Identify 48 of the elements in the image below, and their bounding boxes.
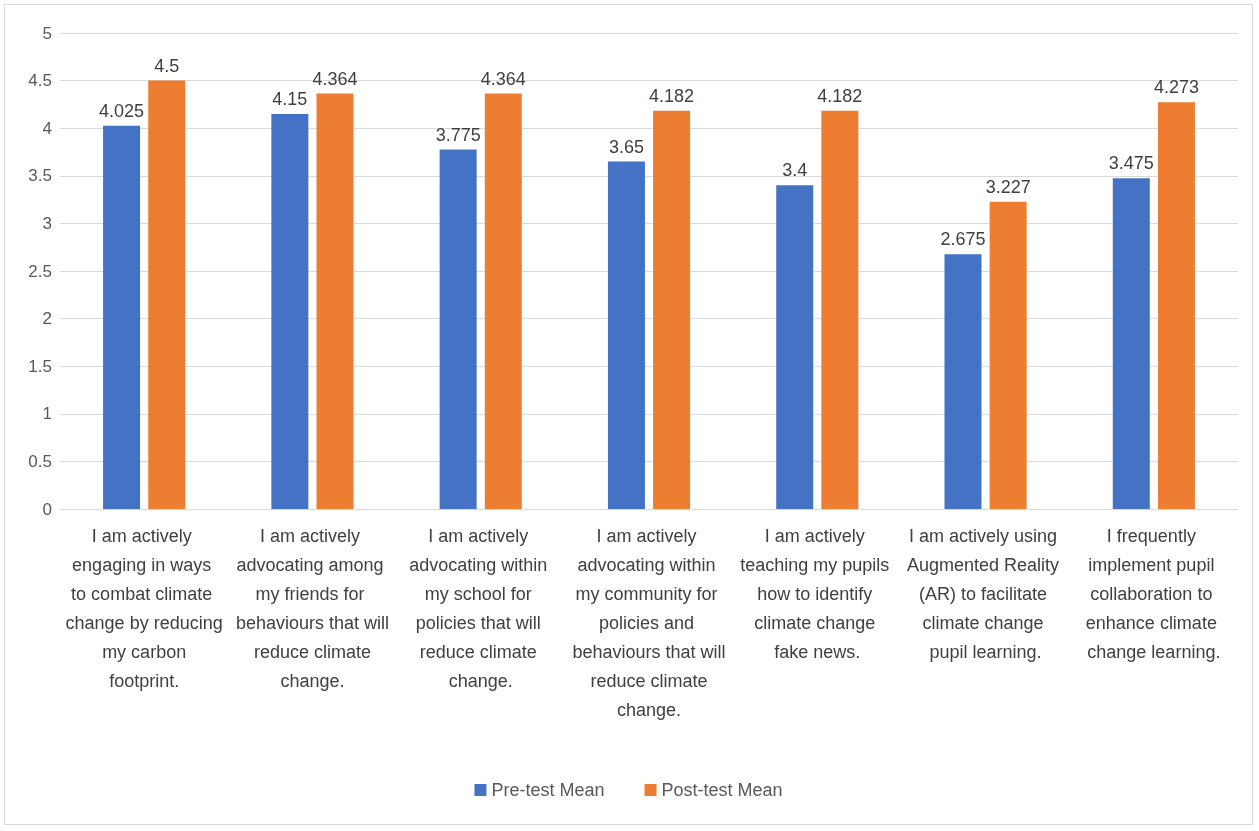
bar: [653, 110, 691, 509]
data-label: 4.364: [480, 68, 526, 89]
data-label: 3.475: [1108, 153, 1154, 174]
bar: [148, 80, 186, 509]
y-tick-label: 4: [42, 118, 52, 138]
bar: [316, 93, 354, 509]
data-label: 4.364: [312, 68, 358, 89]
bar: [776, 185, 814, 509]
y-tick-label: 5: [42, 23, 52, 43]
bar: [271, 113, 309, 509]
y-tick-label: 0.5: [28, 451, 52, 471]
y-tick-label: 1.5: [28, 356, 52, 376]
x-tick-label: I am actively engaging in ways to combat climate change by reducing my carbon footprint.: [65, 525, 223, 691]
y-tick-label: 3: [42, 213, 52, 233]
data-label: 4.182: [817, 85, 863, 106]
bar: [944, 254, 982, 509]
legend-label: Post-test Mean: [661, 780, 783, 800]
y-tick-label: 4.5: [28, 71, 52, 91]
bar: [484, 93, 522, 509]
y-tick-label: 3.5: [28, 166, 52, 186]
y-tick-label: 0: [42, 499, 52, 519]
y-tick-label: 1: [42, 404, 52, 424]
y-tick-label: 2: [42, 309, 52, 329]
x-tick-label: I am actively teaching my pupils how to identify climate change fake news.: [740, 525, 895, 662]
legend-label: Pre-test Mean: [491, 780, 605, 800]
x-tick-label: I am actively advocating among my friends for behaviours that will reduce climate change.: [235, 525, 389, 691]
y-tick-label: 2.5: [28, 261, 52, 281]
x-tick-label: I am actively advocating within my school for policies that will reduce climate change.: [409, 525, 553, 691]
data-label: 4.15: [272, 88, 308, 109]
data-label: 2.675: [940, 229, 986, 250]
bar: [1157, 102, 1195, 509]
data-label: 3.227: [985, 176, 1031, 197]
x-tick-label: I frequently implement pupil collaboration to enhance climate change learning.: [1085, 525, 1222, 662]
data-label: 3.775: [435, 124, 481, 145]
data-label: 4.025: [99, 100, 145, 121]
data-label: 4.273: [1153, 77, 1199, 98]
bar: [1112, 178, 1150, 509]
data-label: 3.65: [608, 136, 644, 157]
data-label: 3.4: [782, 160, 808, 181]
data-label: 4.182: [649, 85, 695, 106]
x-tick-label: I am actively advocating within my community for policies and behaviours that will reduce climate change.: [572, 525, 726, 720]
x-tick-label: I am actively using Augmented Reality (AR) to facilitate climate change pupil learning.: [907, 525, 1065, 662]
bar: [103, 125, 141, 509]
bar: [607, 161, 645, 509]
bar: [989, 201, 1027, 509]
data-label: 4.5: [154, 55, 180, 76]
bar: [439, 149, 477, 509]
bar: [821, 110, 859, 509]
